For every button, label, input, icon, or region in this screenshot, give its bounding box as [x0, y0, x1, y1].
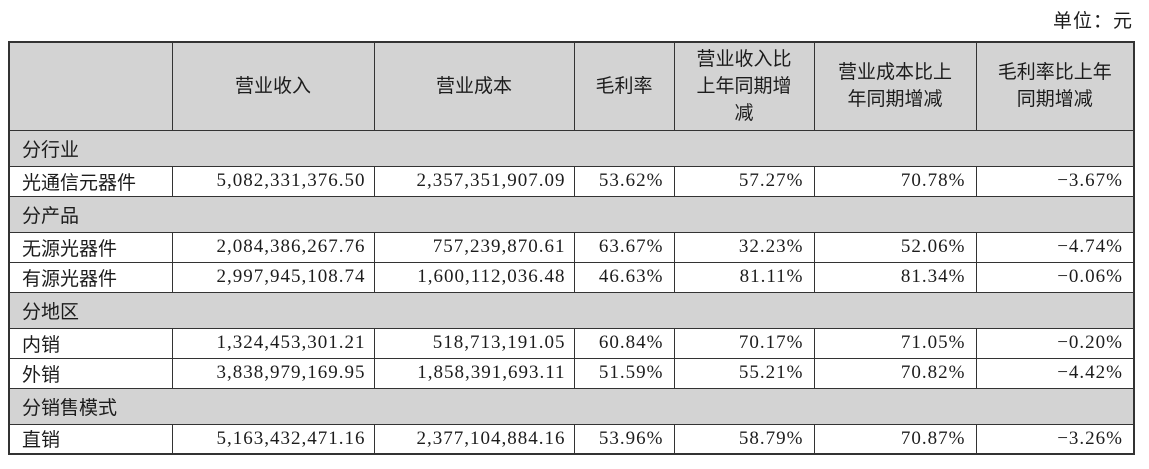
cell-revenue: 1,324,453,301.21 — [171, 327, 375, 359]
cell-margin-yoy: −4.42% — [975, 357, 1135, 389]
section-label: 分销售模式 — [8, 387, 1135, 425]
cell-cost-yoy: 71.05% — [813, 327, 977, 359]
revenue-breakdown-table: 营业收入 营业成本 毛利率 营业收入比上年同期增减 营业成本比上年同期增减 毛利… — [8, 41, 1135, 455]
cell-cost-yoy: 52.06% — [813, 231, 977, 263]
row-label: 光通信元器件 — [8, 165, 173, 197]
cell-revenue-yoy: 81.11% — [673, 261, 815, 293]
cell-margin-yoy: −0.20% — [975, 327, 1135, 359]
section-label: 分行业 — [8, 129, 1135, 167]
section-row-region: 分地区 — [8, 291, 1135, 329]
cell-cost-yoy: 70.87% — [813, 423, 977, 455]
cell-cost-yoy: 70.78% — [813, 165, 977, 197]
section-label: 分地区 — [8, 291, 1135, 329]
cell-revenue: 3,838,979,169.95 — [171, 357, 375, 389]
col-header-cost: 营业成本 — [373, 41, 575, 131]
col-header-revenue-yoy: 营业收入比上年同期增减 — [673, 41, 815, 131]
cell-cost: 1,858,391,693.11 — [373, 357, 575, 389]
cell-revenue-yoy: 57.27% — [673, 165, 815, 197]
section-row-industry: 分行业 — [8, 129, 1135, 167]
cell-revenue-yoy: 32.23% — [673, 231, 815, 263]
cell-margin-yoy: −0.06% — [975, 261, 1135, 293]
section-row-sales-model: 分销售模式 — [8, 387, 1135, 425]
section-label: 分产品 — [8, 195, 1135, 233]
cell-cost: 518,713,191.05 — [373, 327, 575, 359]
cell-revenue-yoy: 70.17% — [673, 327, 815, 359]
row-label: 外销 — [8, 357, 173, 389]
cell-revenue: 5,163,432,471.16 — [171, 423, 375, 455]
row-label: 直销 — [8, 423, 173, 455]
row-label: 内销 — [8, 327, 173, 359]
table-row: 外销 3,838,979,169.95 1,858,391,693.11 51.… — [8, 357, 1135, 389]
cell-margin: 51.59% — [573, 357, 675, 389]
table-row: 光通信元器件 5,082,331,376.50 2,357,351,907.09… — [8, 165, 1135, 197]
cell-revenue-yoy: 55.21% — [673, 357, 815, 389]
cell-margin: 46.63% — [573, 261, 675, 293]
row-label: 无源光器件 — [8, 231, 173, 263]
cell-revenue-yoy: 58.79% — [673, 423, 815, 455]
header-row: 营业收入 营业成本 毛利率 营业收入比上年同期增减 营业成本比上年同期增减 毛利… — [8, 41, 1135, 131]
cell-margin-yoy: −4.74% — [975, 231, 1135, 263]
cell-revenue: 5,082,331,376.50 — [171, 165, 375, 197]
cell-revenue: 2,997,945,108.74 — [171, 261, 375, 293]
cell-margin: 53.96% — [573, 423, 675, 455]
col-header-cost-yoy: 营业成本比上年同期增减 — [813, 41, 977, 131]
cell-cost: 2,357,351,907.09 — [373, 165, 575, 197]
table-row: 有源光器件 2,997,945,108.74 1,600,112,036.48 … — [8, 261, 1135, 293]
table-row: 直销 5,163,432,471.16 2,377,104,884.16 53.… — [8, 423, 1135, 455]
unit-label: 单位：元 — [1052, 11, 1133, 32]
cell-margin: 60.84% — [573, 327, 675, 359]
col-header-blank — [8, 41, 173, 131]
col-header-margin: 毛利率 — [573, 41, 675, 131]
cell-cost-yoy: 81.34% — [813, 261, 977, 293]
cell-revenue: 2,084,386,267.76 — [171, 231, 375, 263]
cell-cost: 2,377,104,884.16 — [373, 423, 575, 455]
cell-margin: 63.67% — [573, 231, 675, 263]
cell-cost: 1,600,112,036.48 — [373, 261, 575, 293]
cell-margin-yoy: −3.67% — [975, 165, 1135, 197]
col-header-margin-yoy: 毛利率比上年同期增减 — [975, 41, 1135, 131]
cell-margin: 53.62% — [573, 165, 675, 197]
table-row: 无源光器件 2,084,386,267.76 757,239,870.61 63… — [8, 231, 1135, 263]
col-header-revenue: 营业收入 — [171, 41, 375, 131]
section-row-product: 分产品 — [8, 195, 1135, 233]
row-label: 有源光器件 — [8, 261, 173, 293]
cell-margin-yoy: −3.26% — [975, 423, 1135, 455]
table-row: 内销 1,324,453,301.21 518,713,191.05 60.84… — [8, 327, 1135, 359]
cell-cost-yoy: 70.82% — [813, 357, 977, 389]
cell-cost: 757,239,870.61 — [373, 231, 575, 263]
